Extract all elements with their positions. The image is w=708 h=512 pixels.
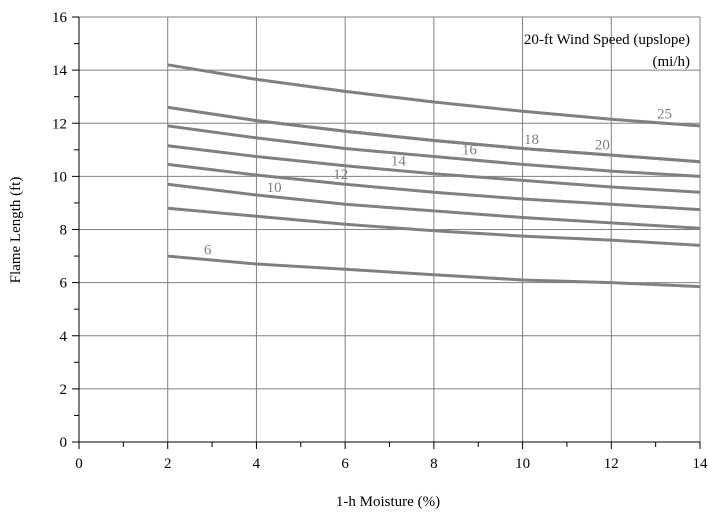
x-tick-label: 2 [164,456,172,472]
legend-title-line1: 20-ft Wind Speed (upslope) [524,32,690,48]
legend-title-line2: (mi/h) [653,54,691,70]
x-tick-label: 10 [515,456,530,472]
series-label-10: 10 [267,180,282,196]
x-tick-label: 12 [604,456,619,472]
y-tick-label: 8 [60,223,68,239]
x-tick-label: 14 [693,456,708,472]
series-line-20 [167,105,701,164]
x-axis-label: 1-h Moisture (%) [336,494,440,510]
series-line-6 [167,254,701,289]
series-label-12: 12 [333,167,348,183]
y-tick-label: 6 [60,276,68,292]
y-tick-label: 12 [52,116,67,132]
series-line-8 [167,206,701,247]
series-line-25 [167,63,701,128]
series-line-10 [167,182,701,230]
y-tick-label: 0 [60,435,68,451]
series-label-25: 25 [657,106,672,122]
y-tick-label: 10 [52,169,67,185]
y-tick-label: 16 [52,10,68,26]
tick-labels: 0 2 4 6 8 10 12 14 16 0 2 4 6 8 10 12 14 [52,10,708,472]
series-line-12 [167,162,701,212]
x-tick-label: 0 [75,456,83,472]
series-label-16: 16 [462,143,478,159]
y-tick-label: 4 [60,329,68,345]
series-line-14 [167,144,701,194]
series-label-20: 20 [595,137,610,153]
y-axis-label: Flame Length (ft) [8,177,24,284]
series-lines [167,63,701,289]
series-label-18: 18 [524,132,539,148]
series-label-14: 14 [391,154,407,170]
series-labels: 6 10 12 14 16 18 20 25 [204,106,672,258]
x-tick-label: 8 [430,456,438,472]
x-tick-label: 6 [341,456,349,472]
y-tick-label: 2 [60,382,68,398]
x-tick-label: 4 [253,456,261,472]
series-line-16 [167,124,701,178]
y-tick-label: 14 [52,63,68,79]
grid-lines [79,16,701,442]
axes [72,16,701,449]
series-label-6: 6 [204,243,212,259]
